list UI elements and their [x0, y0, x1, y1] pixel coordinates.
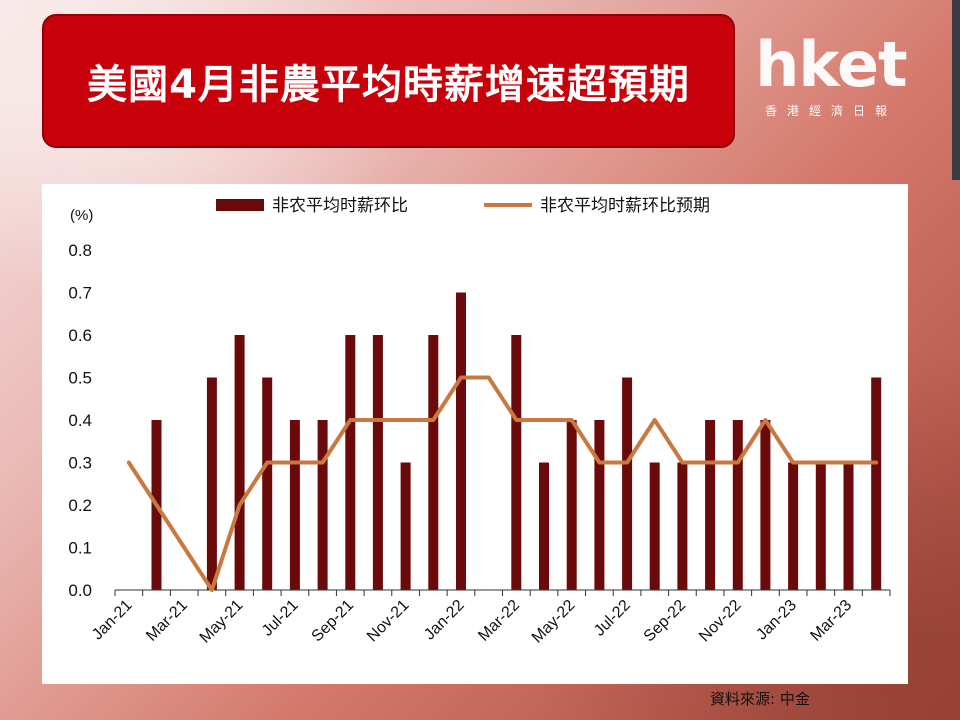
y-tick-label: 0.2	[68, 496, 92, 515]
bar	[206, 377, 217, 590]
y-tick-label: 0.8	[68, 241, 92, 260]
bar	[317, 420, 328, 590]
bar	[566, 420, 577, 590]
hket-logo: hket 香港經濟日報	[752, 32, 922, 132]
expectation-line	[126, 375, 879, 592]
bar	[622, 377, 633, 590]
x-tick-label: Nov-22	[696, 597, 745, 646]
x-tick-label: May-21	[197, 597, 247, 647]
x-tick-label: Sep-21	[309, 597, 358, 646]
x-tick-label: May-22	[529, 597, 579, 647]
x-tick-label: Jan-21	[89, 597, 136, 644]
page-title: 美國4月非農平均時薪增速超預期	[87, 62, 690, 108]
logo-wordmark: hket	[755, 28, 907, 101]
bar	[289, 420, 300, 590]
x-tick-label: Jul-21	[259, 597, 302, 640]
y-tick-label: 0.5	[68, 369, 92, 388]
bar	[456, 292, 466, 590]
source-note: 資料來源: 中金	[710, 690, 810, 708]
legend-line-label: 非农平均时薪环比预期	[540, 196, 710, 215]
x-axis: Jan-21 Mar-21 May-21 Jul-21 Sep-21 Nov-21 Jan-…	[89, 589, 891, 647]
bar	[815, 462, 826, 590]
x-tick-label: Jan-23	[753, 597, 800, 644]
y-tick-label: 0.4	[68, 411, 92, 430]
bar	[649, 462, 660, 590]
bar	[594, 420, 605, 590]
x-tick-label: Jul-22	[591, 597, 634, 640]
bar	[234, 335, 245, 590]
chart-panel: 非农平均时薪环比 非农平均时薪环比预期 (%) 0.0 0.1 0.2 0.3 0.4 0…	[42, 184, 908, 684]
legend: 非农平均时薪环比 非农平均时薪环比预期	[216, 196, 710, 215]
bar	[539, 462, 549, 590]
y-tick-label: 0.3	[68, 454, 92, 473]
y-axis: 0.0 0.1 0.2 0.3 0.4 0.5 0.6 0.7 0.8	[68, 241, 92, 600]
y-tick-label: 0.1	[68, 539, 92, 558]
bar	[788, 462, 799, 590]
bar	[843, 462, 854, 590]
x-tick-label: Mar-23	[807, 597, 855, 645]
bar	[262, 377, 273, 590]
y-tick-label: 0.0	[68, 581, 92, 600]
bar	[345, 335, 356, 590]
bar	[760, 420, 771, 590]
y-tick-label: 0.6	[68, 326, 92, 345]
line-series	[126, 375, 879, 592]
bar	[732, 420, 743, 590]
y-tick-label: 0.7	[68, 284, 92, 303]
legend-bar-swatch	[216, 199, 264, 211]
bar	[677, 462, 688, 590]
chart: 非农平均时薪环比 非农平均时薪环比预期 (%) 0.00.10.20.30.40…	[68, 196, 891, 647]
title-banner: 美國4月非農平均時薪增速超預期	[42, 14, 735, 148]
logo-subtitle: 香港經濟日報	[764, 104, 897, 118]
bar	[400, 462, 411, 590]
x-tick-label: Mar-21	[143, 597, 191, 645]
bar	[428, 335, 439, 590]
bar	[871, 377, 882, 590]
x-tick-label: Sep-22	[641, 597, 690, 646]
x-tick-label: Mar-22	[475, 597, 523, 645]
bar	[511, 335, 522, 590]
edge-bar	[952, 0, 960, 180]
x-tick-label: Nov-21	[364, 597, 413, 646]
legend-bar-label: 非农平均时薪环比	[272, 196, 408, 215]
y-axis-unit: (%)	[70, 207, 93, 224]
bar	[705, 420, 716, 590]
bar	[372, 335, 383, 590]
x-tick-label: Jan-22	[421, 597, 468, 644]
bar-series	[151, 292, 882, 590]
